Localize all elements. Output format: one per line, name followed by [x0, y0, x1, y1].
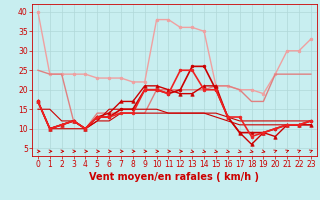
X-axis label: Vent moyen/en rafales ( km/h ): Vent moyen/en rafales ( km/h ): [89, 172, 260, 182]
